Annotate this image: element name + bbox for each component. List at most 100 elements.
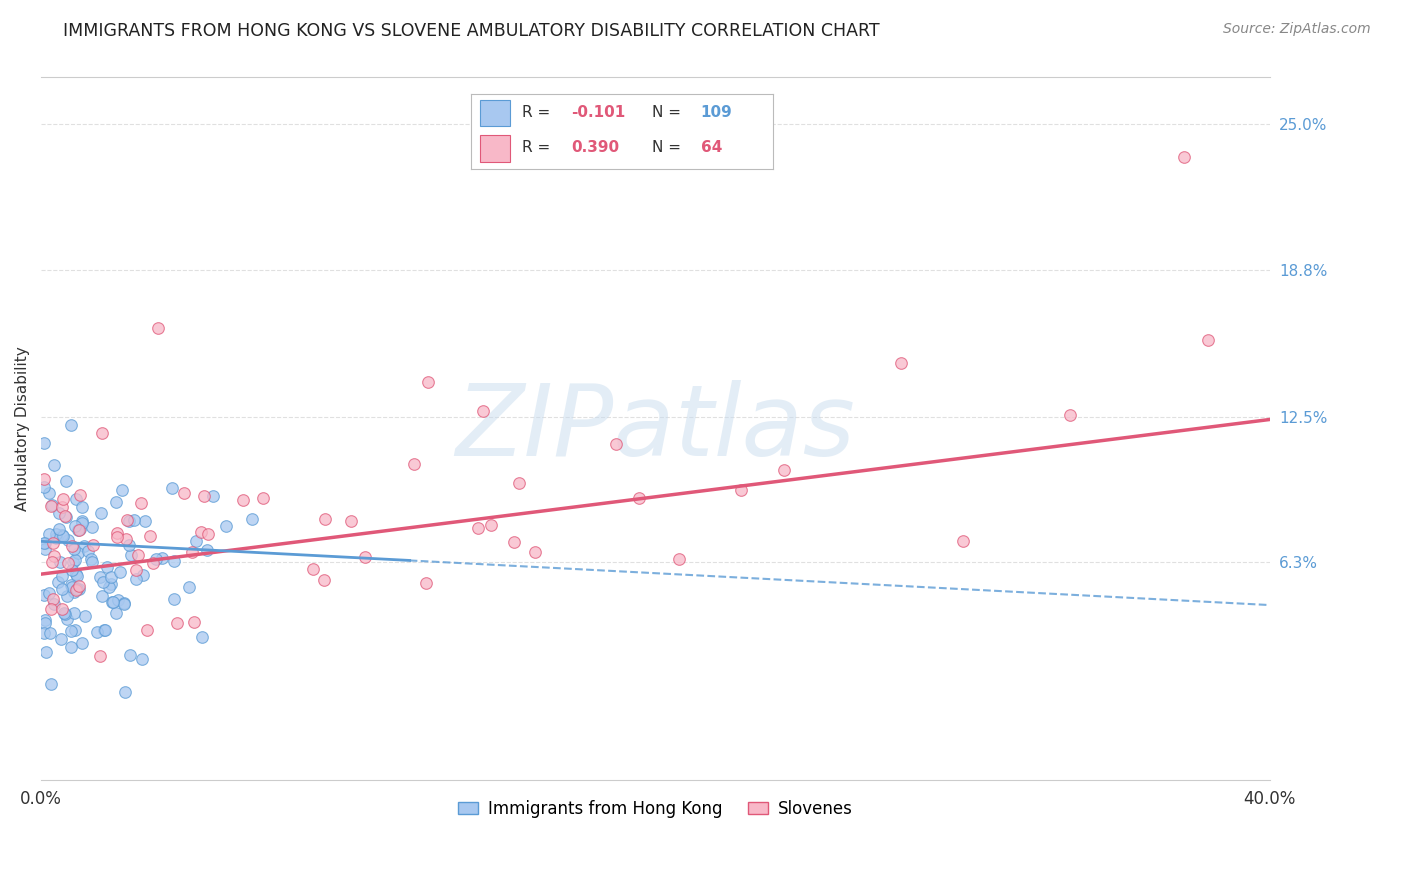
Point [73, 539, 96, 553]
Point [952, 534, 974, 549]
Point [65, 519, 87, 533]
Point [82, 538, 104, 552]
Point [44, 549, 66, 563]
Point [90, 506, 112, 520]
Point [195, 543, 218, 558]
Point [112, 596, 135, 610]
Point [34, 536, 56, 550]
Text: 0.390: 0.390 [571, 140, 619, 155]
Point [353, 549, 375, 564]
Point [108, 565, 131, 579]
Point [48, 574, 70, 589]
Point [35, 645, 58, 659]
Point [145, 552, 167, 566]
Point [163, 592, 186, 607]
Point [1197, 333, 1219, 347]
Point [39, 500, 62, 514]
Point [112, 597, 135, 611]
Point [48, 506, 70, 520]
Point [160, 482, 183, 496]
Point [232, 493, 254, 508]
Point [70, 500, 93, 514]
Point [42, 458, 65, 472]
Text: -0.101: -0.101 [571, 105, 626, 120]
Point [60, 563, 83, 577]
Point [98, 580, 121, 594]
Point [45, 526, 67, 541]
Point [65, 553, 87, 567]
Point [41, 602, 63, 616]
Point [66, 582, 89, 597]
Text: N =: N = [652, 140, 686, 155]
Point [118, 538, 141, 552]
Point [89, 570, 111, 584]
Point [42, 591, 65, 606]
Legend: Immigrants from Hong Kong, Slovenes: Immigrants from Hong Kong, Slovenes [451, 793, 859, 825]
Point [190, 630, 212, 644]
Point [67, 546, 90, 560]
Point [63, 541, 86, 556]
Point [59, 640, 82, 655]
Point [62, 555, 84, 569]
Point [55, 589, 77, 603]
Point [100, 570, 122, 584]
Point [415, 576, 437, 591]
Text: R =: R = [523, 140, 555, 155]
Point [34, 541, 56, 556]
Text: N =: N = [652, 105, 686, 120]
Point [51, 569, 73, 583]
Point [59, 417, 82, 432]
Point [139, 529, 162, 543]
Point [52, 528, 75, 542]
Point [80, 520, 103, 534]
Point [467, 521, 489, 535]
Point [111, 483, 134, 497]
Point [55, 475, 77, 489]
Bar [479, 100, 510, 127]
Point [312, 574, 335, 588]
Point [314, 512, 336, 526]
Point [55, 509, 77, 524]
Point [339, 515, 361, 529]
Point [132, 568, 155, 582]
Point [190, 524, 212, 539]
Point [773, 463, 796, 477]
Point [70, 516, 93, 531]
Point [105, 526, 128, 541]
Point [32, 536, 55, 550]
Point [183, 615, 205, 629]
Point [104, 606, 127, 620]
Point [86, 624, 108, 639]
Point [115, 532, 138, 546]
Point [38, 486, 60, 500]
Point [96, 560, 118, 574]
Point [150, 551, 173, 566]
Point [166, 615, 188, 630]
Point [105, 531, 128, 545]
Point [101, 595, 124, 609]
Point [416, 376, 439, 390]
Point [67, 579, 90, 593]
Point [67, 582, 90, 597]
Point [125, 563, 148, 577]
Point [122, 513, 145, 527]
Point [56, 533, 79, 547]
Point [49, 555, 72, 569]
Point [51, 528, 73, 542]
Text: Source: ZipAtlas.com: Source: ZipAtlas.com [1223, 22, 1371, 37]
Point [129, 496, 152, 510]
Point [668, 552, 690, 566]
Point [41, 498, 63, 512]
Point [38, 586, 60, 600]
Point [240, 512, 263, 526]
Point [51, 602, 73, 616]
Point [51, 582, 73, 597]
Point [51, 500, 73, 514]
Point [63, 623, 86, 637]
Point [131, 652, 153, 666]
Point [90, 426, 112, 441]
Point [32, 588, 55, 602]
Point [32, 472, 55, 486]
Bar [479, 136, 510, 161]
Point [32, 626, 55, 640]
